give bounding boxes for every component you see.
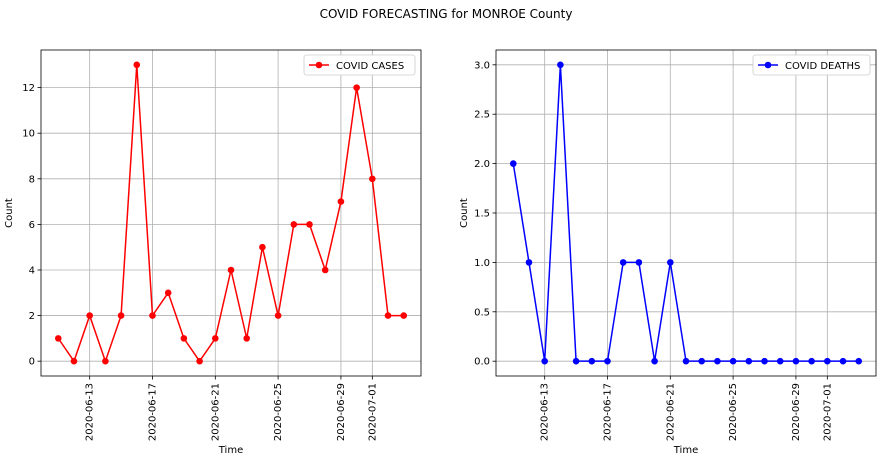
y-axis-label: Count — [4, 198, 15, 228]
data-point — [321, 266, 329, 274]
x-tick-label: 2020-06-13 — [540, 383, 551, 441]
data-point — [509, 160, 517, 167]
legend-label: COVID DEATHS — [785, 61, 860, 72]
y-tick-label: 0 — [29, 357, 35, 368]
y-tick-label: 1.0 — [474, 258, 490, 269]
y-tick-label: 4 — [29, 265, 35, 276]
data-point — [102, 357, 109, 365]
cases-chart: 2020-06-13 2020-06-17 2020-06-21 2020-06-25… — [4, 49, 422, 456]
y-tick-label: 1.5 — [474, 209, 490, 220]
data-point — [619, 259, 627, 266]
data-point — [824, 357, 831, 365]
y-tick-label: 12 — [22, 83, 35, 94]
y-tick-label: 6 — [29, 220, 35, 231]
data-point — [353, 84, 360, 91]
x-axis-label: Time — [673, 445, 698, 456]
axes-frame — [495, 49, 877, 377]
x-tick-label: 2020-06-13 — [85, 383, 96, 441]
x-tick-label: 2020-06-17 — [602, 383, 613, 441]
axes-frame — [40, 49, 422, 377]
y-tick-label: 3.0 — [474, 60, 490, 71]
x-axis-label: Time — [218, 445, 243, 456]
data-point — [839, 357, 847, 365]
data-point — [259, 243, 266, 251]
data-point — [70, 357, 78, 365]
x-tick-label: 2020-07-01 — [822, 383, 833, 441]
legend-marker — [764, 61, 772, 69]
data-point — [290, 221, 298, 228]
x-tick-label: 2020-07-01 — [367, 383, 378, 441]
data-point — [525, 259, 533, 266]
data-point — [243, 335, 251, 342]
data-point — [761, 357, 768, 365]
data-point — [164, 289, 172, 297]
legend-marker — [315, 61, 323, 69]
data-point — [274, 312, 282, 319]
data-point — [572, 357, 580, 365]
y-tick-label: 8 — [29, 174, 35, 185]
x-tick-label: 2020-06-25 — [273, 383, 284, 441]
data-point — [698, 357, 706, 365]
legend-box — [752, 54, 871, 76]
y-tick-label: 0.5 — [474, 307, 490, 318]
data-point — [729, 357, 737, 365]
data-point — [133, 61, 141, 69]
data-point — [149, 312, 156, 319]
figure-title: COVID FORECASTING for MONROE County — [320, 7, 573, 21]
data-point — [117, 312, 125, 319]
data-point — [227, 266, 235, 274]
data-point — [808, 357, 815, 365]
legend-box — [303, 54, 416, 76]
data-point — [54, 335, 62, 342]
y-tick-label: 2.5 — [474, 110, 490, 121]
legend-label: COVID CASES — [336, 61, 404, 72]
data-point — [369, 175, 376, 183]
y-tick-label: 2 — [29, 311, 35, 322]
data-point — [196, 357, 203, 365]
data-point — [400, 312, 408, 319]
y-tick-label: 0.0 — [474, 357, 490, 368]
data-point — [306, 221, 313, 228]
data-point — [635, 259, 643, 266]
data-point — [337, 198, 345, 205]
legend: COVID DEATHS — [752, 54, 871, 76]
data-point — [682, 357, 690, 365]
data-point — [180, 335, 188, 342]
data-point — [86, 312, 93, 319]
data-point — [855, 357, 863, 365]
data-point — [588, 357, 596, 365]
y-axis-label: Count — [459, 198, 470, 228]
legend: COVID CASES — [303, 54, 416, 76]
data-point — [714, 357, 721, 365]
data-point — [651, 357, 658, 365]
deaths-chart: 2020-06-13 2020-06-17 2020-06-21 2020-06-25… — [459, 49, 877, 456]
data-point — [792, 357, 800, 365]
x-tick-label: 2020-06-17 — [147, 383, 158, 441]
data-point — [541, 357, 548, 365]
y-tick-label: 2.0 — [474, 159, 490, 170]
data-point — [384, 312, 392, 319]
x-tick-label: 2020-06-29 — [791, 383, 802, 441]
x-tick-label: 2020-06-21 — [665, 383, 676, 441]
data-point — [557, 61, 564, 69]
y-tick-label: 10 — [22, 129, 35, 140]
data-point — [776, 357, 784, 365]
data-point — [604, 357, 611, 365]
x-tick-label: 2020-06-29 — [336, 383, 347, 441]
data-point — [666, 259, 674, 266]
data-point — [211, 335, 219, 342]
x-tick-label: 2020-06-25 — [728, 383, 739, 441]
series-line — [57, 64, 404, 364]
x-tick-label: 2020-06-21 — [210, 383, 221, 441]
data-point — [745, 357, 753, 365]
